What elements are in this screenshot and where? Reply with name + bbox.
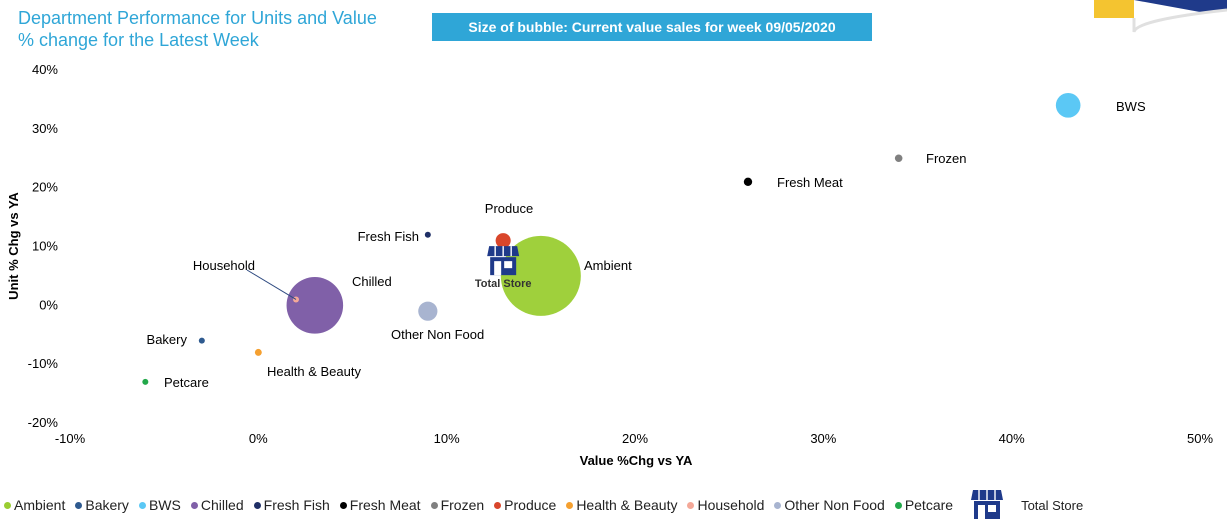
bubble-label-household: Household — [193, 258, 255, 273]
bubble-label-petcare: Petcare — [164, 375, 209, 390]
x-tick-label: 0% — [249, 431, 268, 446]
legend-label: BWS — [148, 497, 181, 513]
legend-dot — [430, 501, 438, 509]
legend-dot — [339, 501, 347, 509]
legend-label: Petcare — [904, 497, 954, 513]
y-tick-label: 20% — [32, 180, 58, 195]
bubble-label-chilled: Chilled — [352, 274, 392, 289]
y-axis-title: Unit % Chg vs YA — [6, 192, 21, 300]
axis-layer: -10% 0% 10% 20% 30% 40% 50%-20%-10%0%10%20%30%… — [28, 62, 1214, 446]
x-tick-label: 50% — [1187, 431, 1213, 446]
legend-label: Fresh Fish — [263, 497, 330, 513]
bubble-ambient — [500, 235, 581, 316]
household-leader-line — [246, 269, 297, 300]
legend-item-ambient: Ambient — [4, 497, 65, 513]
legend-dot — [75, 501, 83, 509]
total-store-label: Total Store — [475, 278, 532, 290]
legend-dot — [494, 501, 502, 509]
bubble-fresh-meat — [743, 177, 753, 186]
bubble-label-other-non-food: Other Non Food — [391, 327, 484, 342]
legend-dot — [774, 501, 782, 509]
bubble-frozen — [894, 154, 903, 163]
legend-item-total-store: Total Store — [967, 490, 1083, 520]
legend-dot — [4, 501, 11, 509]
legend-item-petcare: Petcare — [894, 497, 954, 513]
bubble-fresh-fish — [424, 231, 431, 238]
y-tick-label: 0% — [39, 297, 58, 312]
bubble-bakery — [198, 337, 205, 344]
legend-dot — [687, 501, 695, 509]
legend-label: Household — [697, 497, 765, 513]
legend-label: Total Store — [1021, 497, 1084, 513]
legend-dot — [566, 501, 574, 509]
y-tick-label: 40% — [32, 62, 58, 77]
legend-dot — [138, 501, 146, 509]
bubble-health-beauty — [254, 348, 262, 356]
bubble-label-frozen: Frozen — [926, 151, 966, 166]
legend-item-fresh-meat: Fresh Meat — [339, 497, 421, 513]
legend-item-bws: BWS — [138, 497, 181, 513]
store-icon — [971, 490, 1004, 519]
bubble-layer — [142, 92, 1081, 385]
legend-item-household: Household — [687, 497, 764, 513]
bubble-produce — [495, 233, 511, 249]
bubble-label-bws: BWS — [1116, 99, 1146, 114]
bubble-chilled — [286, 277, 344, 334]
bubble-label-bakery: Bakery — [147, 332, 188, 347]
x-tick-label: 30% — [810, 431, 836, 446]
x-tick-label: -10% — [55, 431, 86, 446]
bubble-other-non-food — [418, 301, 438, 321]
legend-dot — [894, 501, 902, 509]
x-axis-title: Value %Chg vs YA — [580, 453, 693, 468]
y-tick-label: 30% — [32, 121, 58, 136]
y-tick-label: -10% — [28, 356, 59, 371]
legend-item-health-beauty: Health & Beauty — [566, 497, 677, 513]
legend-label: Other Non Food — [784, 497, 885, 513]
bubble-label-fresh-meat: Fresh Meat — [777, 175, 843, 190]
chart-legend: Ambient Bakery BWS Chilled Fresh Fish Fresh M… — [4, 490, 1083, 520]
bubble-label-fresh-fish: Fresh Fish — [358, 229, 419, 244]
y-tick-label: -20% — [28, 415, 59, 430]
legend-item-other-non-food: Other Non Food — [774, 497, 885, 513]
legend-dot — [253, 501, 261, 509]
y-tick-label: 10% — [32, 239, 58, 254]
bubble-petcare — [142, 378, 149, 385]
bubble-label-ambient: Ambient — [584, 258, 632, 273]
legend-label: Produce — [504, 497, 557, 513]
total-store-icon — [487, 246, 520, 276]
legend-label: Fresh Meat — [349, 497, 421, 513]
bubble-label-produce: Produce — [485, 201, 533, 216]
x-tick-label: 40% — [999, 431, 1025, 446]
x-tick-label: 10% — [434, 431, 460, 446]
label-layer: Ambient Bakery BWS Chilled Fresh Fish Fresh M… — [147, 99, 1146, 390]
legend-dot — [190, 501, 198, 509]
bubble-size-banner: Size of bubble: Current value sales for … — [432, 13, 872, 41]
bubble-bws — [1055, 92, 1081, 118]
legend-label: Bakery — [85, 497, 129, 513]
legend-item-produce: Produce — [494, 497, 556, 513]
legend-item-frozen: Frozen — [430, 497, 485, 513]
legend-label: Ambient — [14, 497, 66, 513]
x-tick-label: 20% — [622, 431, 648, 446]
legend-label: Chilled — [200, 497, 244, 513]
bubble-label-health-beauty: Health & Beauty — [267, 364, 361, 379]
chart-title: Department Performance for Units and Val… — [18, 8, 377, 50]
legend-label: Frozen — [440, 497, 485, 513]
legend-item-chilled: Chilled — [190, 497, 244, 513]
legend-item-bakery: Bakery — [75, 497, 129, 513]
legend-label: Health & Beauty — [576, 497, 678, 513]
corner-decoration — [1094, 0, 1227, 33]
legend-item-fresh-fish: Fresh Fish — [253, 497, 330, 513]
